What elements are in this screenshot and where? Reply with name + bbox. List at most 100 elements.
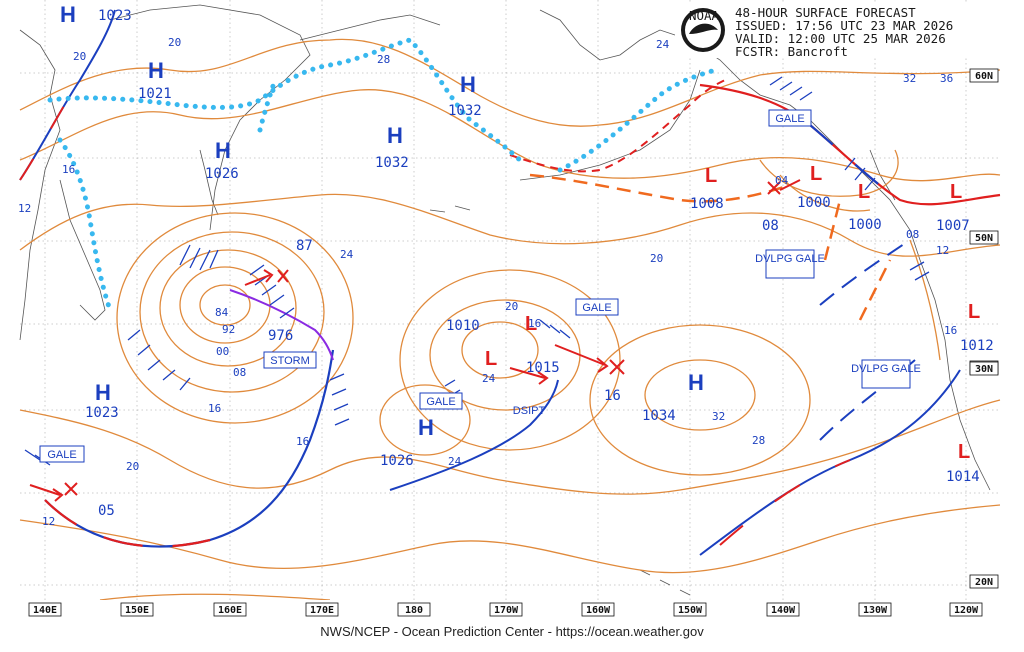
pressure-value: 1034 (642, 408, 676, 424)
longitude-label: 140W (771, 605, 796, 616)
warning-tag: DVLPG GALE (851, 363, 921, 375)
forecast-header: NOAA 48-HOUR SURFACE FORECAST ISSUED: 17… (675, 4, 995, 59)
latitude-label-box (969, 230, 999, 245)
isobar-label: 24 (482, 372, 496, 385)
pressure-value: 1014 (946, 469, 980, 485)
warning-tag: STORM (270, 355, 310, 367)
isobar-label: 05 (98, 503, 115, 519)
isobar-label: 12 (42, 515, 55, 528)
isobar-label: 08 (762, 218, 779, 234)
latitude-label: 60N (975, 71, 993, 82)
pressure-value: 1000 (848, 217, 882, 233)
isobar-labels: 20 20 16 12 28 24 24 87 84 92 00 08 16 1… (18, 36, 957, 621)
header-forecaster: FCSTR: Bancroft (735, 44, 848, 59)
isobar-label: 87 (296, 238, 313, 254)
pressure-value: 1000 (797, 195, 831, 211)
svg-text:L: L (485, 348, 497, 370)
isobar-label: 24 (340, 248, 354, 261)
isobar-label: 16 (944, 324, 957, 337)
latitude-label-box (969, 361, 999, 376)
longitude-label-box (581, 602, 615, 617)
isobar-label: 92 (222, 323, 235, 336)
longitude-label-box (766, 602, 800, 617)
isobar-label: 16 (62, 163, 75, 176)
longitude-label-box (28, 602, 62, 617)
isobar-label: 08 (906, 228, 919, 241)
low-markers: L L L L L L L L (485, 163, 980, 463)
warning-tag: GALE (775, 113, 804, 125)
pressure-value: 1032 (375, 155, 409, 171)
noaa-logo-text: NOAA (689, 8, 720, 23)
svg-text:H: H (148, 58, 164, 83)
isobar-label: 28 (752, 434, 765, 447)
lat-lon-grid (20, 0, 1000, 600)
pressure-value: 1032 (448, 103, 482, 119)
longitude-label: 160W (586, 605, 611, 616)
longitude-label: 150W (678, 605, 703, 616)
svg-text:L: L (950, 181, 962, 203)
warning-tag: GALE (47, 449, 76, 461)
pressure-centers: H 1023 H 1021 H 1026 H 1032 H 1032 H 102… (60, 2, 994, 485)
longitude-label-box (305, 602, 339, 617)
pressure-value: 1026 (205, 166, 239, 182)
longitude-label: 180 (405, 605, 423, 616)
isobar-label: 12 (936, 244, 949, 257)
isobar-label: 08 (233, 366, 246, 379)
pressure-value: 1015 (526, 360, 560, 376)
longitude-label-box (489, 602, 523, 617)
longitude-label: 170E (310, 605, 334, 616)
longitude-label-box (120, 602, 154, 617)
svg-text:H: H (688, 370, 704, 395)
longitude-label-box (673, 602, 707, 617)
pressure-value: 976 (268, 328, 293, 344)
isobar-label: 04 (775, 174, 789, 187)
svg-text:H: H (387, 123, 403, 148)
svg-text:L: L (525, 313, 537, 335)
warning-tag: DVLPG GALE (755, 253, 825, 265)
isobar-label: 28 (377, 53, 390, 66)
longitude-label-row: 140E 150E 160E 170E 180 170W 160W 150W 140W 130W 1… (28, 602, 983, 617)
movement-arrows (29, 179, 801, 502)
isobar-label: 20 (126, 460, 139, 473)
svg-text:H: H (60, 2, 76, 27)
svg-text:L: L (705, 165, 717, 187)
warning-tag: GALE (426, 396, 455, 408)
longitude-label: 160E (218, 605, 242, 616)
latitude-label: 30N (975, 364, 993, 375)
svg-text:L: L (958, 441, 970, 463)
isobar-label: 84 (215, 306, 229, 319)
pressure-value: 1007 (936, 218, 970, 234)
pressure-value: 1008 (690, 196, 724, 212)
isobar-label: 16 (528, 317, 541, 330)
isobar-label: 12 (18, 202, 31, 215)
isobar-label: 00 (216, 345, 229, 358)
svg-text:H: H (418, 415, 434, 440)
svg-text:L: L (810, 163, 822, 185)
longitude-label: 120W (954, 605, 979, 616)
longitude-label-box (213, 602, 247, 617)
latitude-label-column: 60N50N40N20N30N (969, 68, 999, 589)
isobar-label: 24 (656, 38, 670, 51)
svg-text:H: H (95, 380, 111, 405)
svg-text:L: L (968, 301, 980, 323)
svg-text:H: H (460, 72, 476, 97)
longitude-label-box (858, 602, 892, 617)
longitude-label: 150E (125, 605, 149, 616)
latitude-label: 20N (975, 577, 993, 588)
isobar-label: 20 (505, 300, 518, 313)
latitude-label-box (969, 574, 999, 589)
header-title: 48-HOUR SURFACE FORECAST (735, 5, 916, 20)
wind-barbs (24, 76, 930, 466)
pressure-value: 1026 (380, 453, 414, 469)
pressure-value: 1010 (446, 318, 480, 334)
isobar-label: 16 (208, 402, 221, 415)
isobar-label: 20 (168, 36, 181, 49)
isobar-label: 36 (940, 72, 953, 85)
longitude-label: 140E (33, 605, 57, 616)
isobar-label: 20 (73, 50, 86, 63)
ridge-axes (47, 37, 718, 313)
fronts (19, 9, 1001, 556)
isobar-label: 16 (296, 435, 309, 448)
isobar-label: 24 (448, 455, 462, 468)
